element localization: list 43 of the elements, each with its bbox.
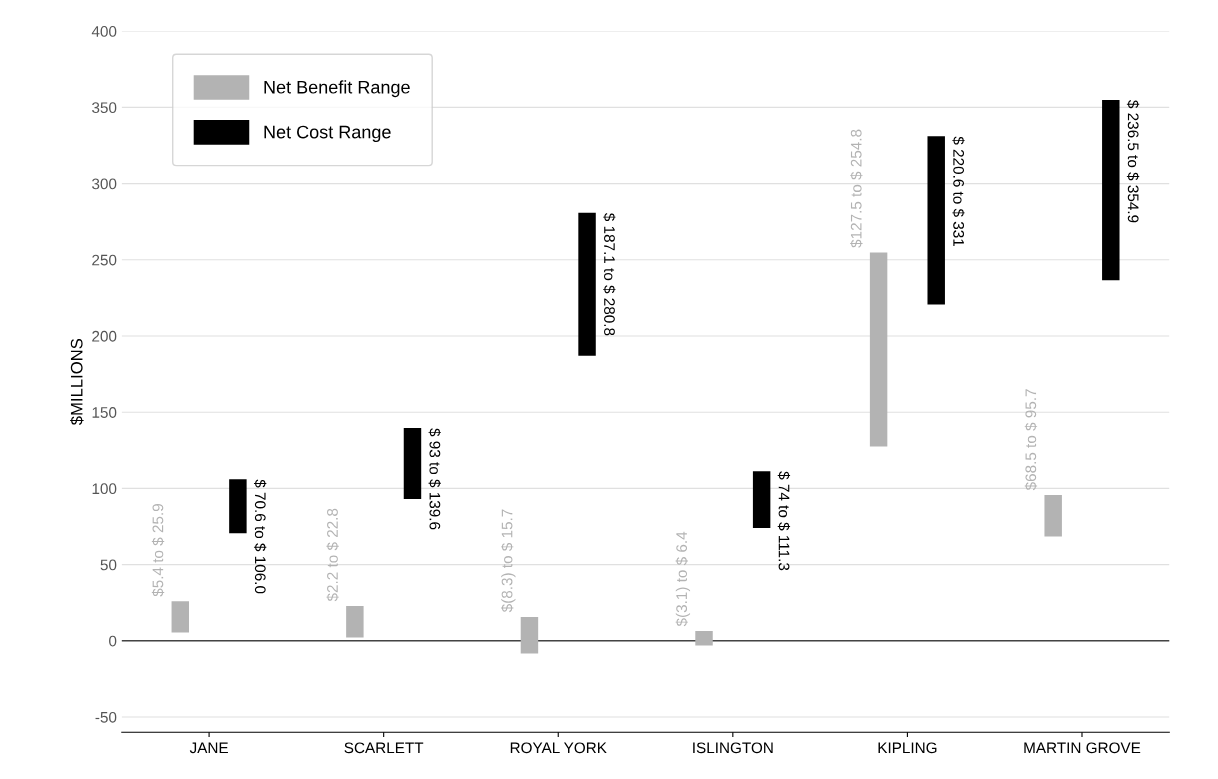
data-label: $ 70.6 to $ 106.0 [253,479,267,594]
y-tick-label: -50 [95,711,117,723]
bar [1102,99,1120,281]
x-tick-label: SCARLETT [344,742,424,754]
bar [346,606,364,638]
annotation: $5.4 to $ 25.9 [151,504,165,597]
y-axis-title: $MILLIONS [70,338,84,426]
y-tick-label: 100 [92,483,117,495]
x-tick-label: MARTIN GROVE [1024,742,1141,754]
y-tick-label: 0 [109,635,117,647]
bar [1044,494,1062,537]
annotation: $(3.1) to $ 6.4 [675,531,691,627]
y-tick-label: 250 [92,254,117,266]
x-tick-label: KIPLING [878,742,937,754]
y-tick-label: 50 [100,559,117,571]
bar [229,479,247,534]
bar [869,252,888,447]
data-label: $ 93 to $ 139.6 [428,428,441,530]
x-tick-label: ISLINGTON [693,742,773,754]
y-tick-label: 400 [91,26,117,37]
annotation: $(8.3) to $ 15.7 [501,509,516,613]
x-tick-label: JANE [189,742,228,754]
bar [695,631,713,646]
y-tick-label: 300 [92,178,117,190]
data-label: $ 236.5 to $ 354.9 [1126,100,1140,223]
y-tick-label: 150 [92,407,117,418]
x-tick-label: ROYAL YORK [510,742,607,754]
annotation: $68.5 to $ 95.7 [1024,389,1038,491]
legend-label: Net Cost Range [264,125,391,142]
bar [927,136,945,305]
y-tick-label: 350 [92,102,117,114]
data-label: $ 187.1 to $ 280.8 [603,213,616,336]
data-label: $ 74 to $ 111.3 [777,471,791,571]
y-tick-label: 200 [92,330,117,342]
bar [752,471,771,529]
legend-label: Net Benefit Range [264,80,410,98]
bar [171,601,190,633]
annotation: $2.2 to $ 22.8 [326,508,339,602]
data-label: $ 220.6 to $ 331 [952,136,965,247]
bar [520,616,539,654]
bar [578,212,596,356]
annotation: $127.5 to $ 254.8 [850,129,863,248]
bar [403,428,422,500]
